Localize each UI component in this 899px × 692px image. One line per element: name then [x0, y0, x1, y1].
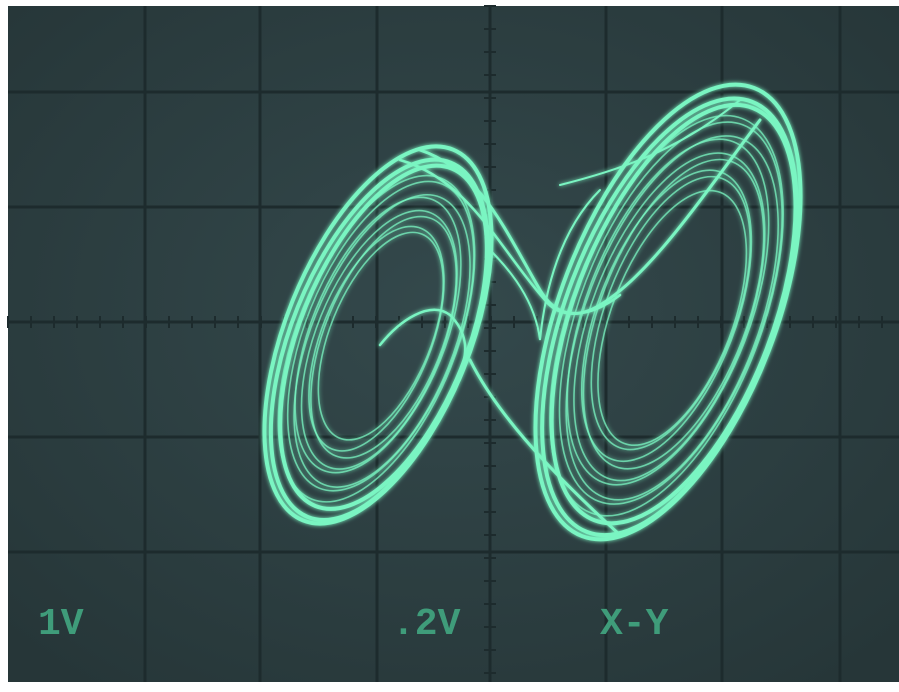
trace-loop — [573, 152, 766, 482]
trace-strand — [468, 358, 622, 537]
display-mode: X-Y — [600, 603, 669, 646]
trace-loop — [308, 225, 445, 452]
trace-loop — [566, 138, 770, 486]
trace-loop — [286, 180, 475, 492]
trace-strand — [559, 99, 741, 186]
trace-strand — [489, 189, 601, 341]
trace-strand — [398, 158, 622, 315]
right-scroll — [533, 82, 803, 542]
trace-loop — [558, 121, 783, 505]
trace-loop — [294, 196, 462, 474]
trace-strand — [378, 308, 467, 372]
trace-loop — [310, 215, 458, 459]
trace-loop — [300, 209, 458, 470]
channel-2-scale: .2V — [392, 603, 461, 646]
trace-loop — [565, 135, 779, 501]
channel-1-scale: 1V — [38, 603, 84, 646]
left-scroll — [262, 144, 494, 526]
attractor-trace — [262, 82, 803, 542]
trace-loop — [549, 114, 784, 517]
trace-loop — [582, 158, 765, 470]
trace-loop — [590, 175, 752, 451]
trace-loop — [293, 193, 471, 488]
screen — [8, 6, 899, 682]
trace-loop — [597, 189, 748, 447]
trace-loop — [549, 102, 798, 526]
trace-loop — [317, 231, 445, 441]
